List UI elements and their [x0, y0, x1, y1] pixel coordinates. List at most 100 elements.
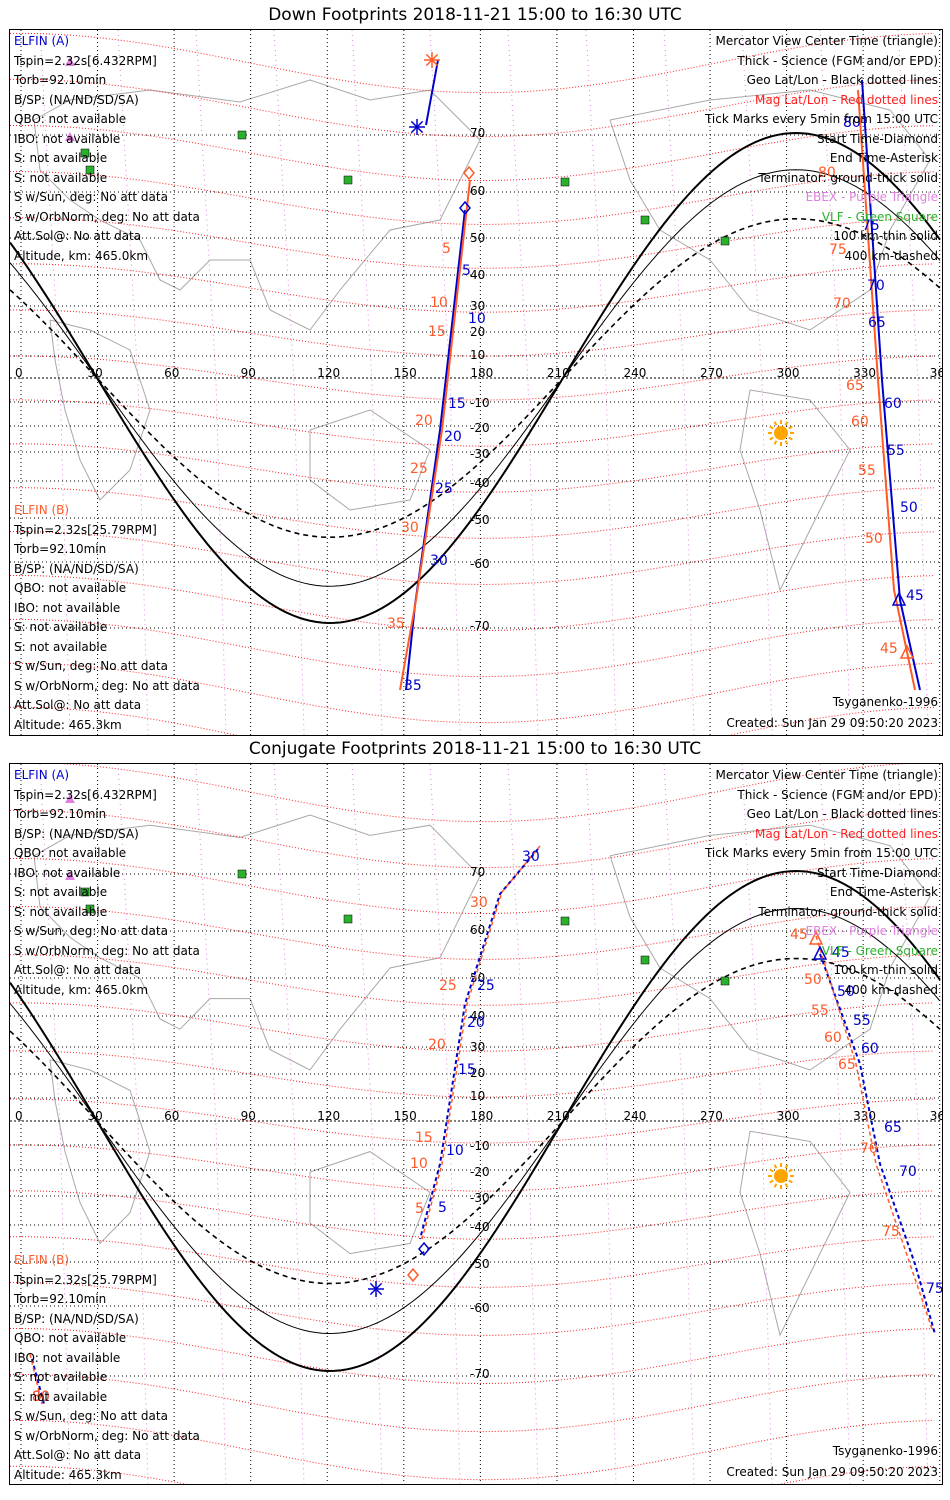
lon-tick-label: 0 — [15, 366, 23, 380]
legend-ticks: Tick Marks every 5min from 15:00 UTC — [704, 846, 938, 860]
sun-ray — [769, 436, 774, 441]
info-line: S: not available — [14, 885, 108, 899]
lat-tick-label: 70 — [470, 865, 485, 879]
elfin-b-tick-label: 10 — [430, 295, 448, 311]
lon-tick-label: 330 — [853, 1109, 876, 1123]
elfin-a-tick-label: 50 — [837, 984, 855, 1000]
vlf-station-marker — [640, 955, 650, 965]
ebex-marker — [65, 132, 75, 141]
map-panel-down: 0 30 60 90 120 150 180 210 240 270 300 330 360 70 60 50… — [9, 29, 943, 736]
sun-ray — [784, 440, 789, 445]
legend-ebex: EBEX - Purple Triangle — [805, 924, 938, 938]
info-line: IBO: not available — [14, 1350, 121, 1365]
mag-lat-line — [10, 531, 935, 585]
info-line: Altitude, km: 465.0km — [14, 982, 149, 997]
mag-lat-line — [10, 217, 935, 269]
vlf-station-marker — [80, 887, 90, 897]
elfin-a-tick-label: 5 — [462, 263, 471, 279]
elfin-b-tick-label: 55 — [811, 1003, 829, 1019]
legend-400km: 400 km-dashed — [844, 248, 938, 263]
mag-lon-line — [39, 764, 71, 1484]
terminator-ground — [10, 131, 941, 624]
elfin-b-tick-label: 75 — [829, 242, 847, 258]
sun-ray — [788, 1179, 793, 1184]
lat-tick-label: -40 — [470, 476, 490, 490]
elfin-a-tick-label: 65 — [868, 315, 886, 331]
lon-tick-label: 240 — [623, 1109, 646, 1123]
lat-tick-label: 50 — [470, 231, 485, 245]
elfin-b-tick-label: 15 — [428, 324, 446, 340]
elfin-b-track — [815, 935, 933, 1330]
info-line: S w/Sun, deg: No att data — [14, 190, 168, 204]
legend: Mercator View Center Time (triangle) Thi… — [705, 766, 938, 1000]
sun-ray — [773, 421, 778, 426]
mag-lat-line — [10, 1144, 935, 1192]
info-line: IBO: not available — [14, 131, 121, 146]
legend-vlf: VLF - Green Square — [821, 209, 938, 224]
mag-lat-line — [10, 809, 935, 869]
mag-lon-line — [117, 764, 149, 1484]
info-line: Altitude: 465.3km — [14, 717, 122, 732]
terminator-100km — [10, 169, 941, 587]
elfin-b-tick-label: 70 — [833, 296, 851, 312]
info-line: S w/OrbNorm, deg: No att data — [14, 209, 200, 224]
elfin-a-track — [861, 79, 921, 691]
lon-tick-label: 300 — [777, 366, 800, 380]
lat-tick-label: 60 — [470, 923, 485, 937]
lat-tick-label: -30 — [470, 447, 490, 461]
ebex-marker — [65, 794, 75, 803]
elfin-a-tick-label: 75 — [862, 218, 880, 234]
mag-lon-line — [195, 764, 227, 1484]
start-time-diamond — [459, 200, 471, 216]
legend-400km: 400 km-dashed — [844, 982, 938, 997]
legend-terminator: Terminator: ground-thick solid — [758, 170, 938, 185]
info-line: S: not available — [14, 904, 108, 919]
elfin-b-tick-label: 20 — [428, 1037, 446, 1053]
mag-lat-line — [10, 954, 935, 1006]
lat-tick-label: -10 — [470, 1139, 490, 1153]
elfin-a-tick-label: 60 — [861, 1041, 879, 1057]
mag-lon-line — [585, 764, 617, 1484]
coastline — [33, 79, 481, 331]
elfin-a-tick-label: 20 — [467, 1015, 485, 1031]
elfin-a-tick-label: 65 — [884, 1120, 902, 1136]
info-line: S: not available — [14, 639, 108, 654]
end-time-asterisk — [410, 120, 424, 134]
lon-tick-label: 240 — [623, 366, 646, 380]
elfin-b-track — [421, 845, 541, 1240]
elfin-b-tick-label: 75 — [882, 1224, 900, 1240]
vlf-station-marker — [85, 165, 95, 175]
center-time-triangle — [899, 644, 915, 659]
elfin-a-tick-label: 70 — [867, 278, 885, 294]
mag-lat-line — [10, 1236, 935, 1288]
mag-lat-line — [10, 171, 935, 225]
elfin-b-tick-label: 5 — [415, 1201, 424, 1217]
elfin-b-tick-label: 15 — [415, 1130, 433, 1146]
lon-tick-label: 150 — [394, 366, 417, 380]
elfin-b-info: ELFIN (B) Tspin=2.32s[25.79RPM] Torb=92.… — [14, 1251, 200, 1485]
info-line: S w/Sun, deg: No att data — [14, 1409, 168, 1423]
map-panel-conjugate: 0 30 60 90 120 150 180 210 240 270 300 330 360 70 60 50… — [9, 763, 943, 1485]
elfin-a-tick-label: 50 — [900, 500, 918, 516]
info-line: Att.Sol@: No att data — [14, 1448, 142, 1462]
info-line: IBO: not available — [14, 600, 121, 615]
coastline — [33, 814, 481, 1071]
info-line: S w/Sun, deg: No att data — [14, 659, 168, 673]
lon-tick-label: 0 — [15, 1109, 23, 1123]
coastline — [309, 1151, 431, 1255]
elfin-b-tick-label: 65 — [846, 378, 864, 394]
lat-tick-label: -50 — [470, 1257, 490, 1271]
elfin-a-track — [31, 1358, 45, 1405]
model-label: Tsyganenko-1996 — [832, 1444, 938, 1458]
mag-lon-line — [273, 764, 305, 1484]
panel-title: Conjugate Footprints 2018-11-21 15:00 to… — [248, 739, 702, 759]
elfin-a-tick-label: 45 — [832, 945, 850, 961]
lon-tick-label: 330 — [853, 366, 876, 380]
mag-lat-line — [10, 1050, 935, 1098]
vlf-station-marker — [343, 175, 353, 185]
elfin-a-tick-label: 10 — [468, 311, 486, 327]
lon-tick-label: 120 — [317, 1109, 340, 1123]
info-line: QBO: not available — [14, 581, 127, 595]
info-line: Altitude: 465.3km — [14, 1467, 122, 1482]
legend-ebex: EBEX - Purple Triangle — [805, 190, 938, 204]
